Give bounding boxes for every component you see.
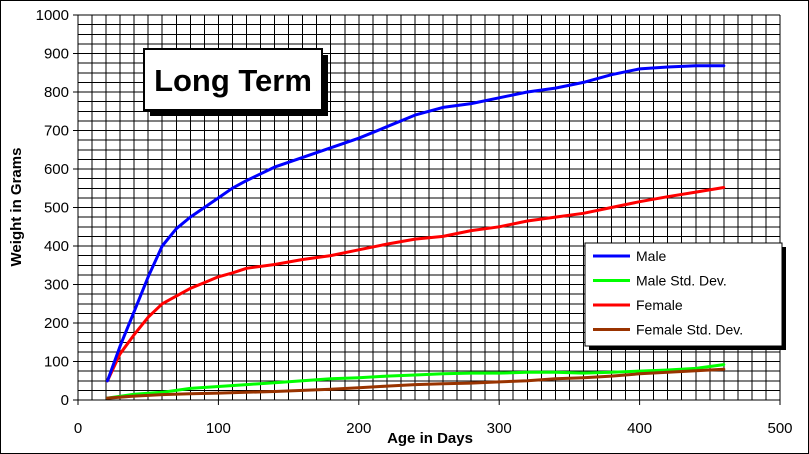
x-axis-title: Age in Days	[387, 430, 473, 447]
y-tick-labels: 0 100 200 300 400 500 600 700 800 900 1000	[36, 7, 78, 409]
x-tick-label: 300	[487, 420, 512, 437]
x-tick-label: 200	[346, 420, 371, 437]
y-tick-label: 1000	[36, 7, 69, 24]
y-tick-label: 900	[44, 46, 69, 63]
x-tick-label: 400	[627, 420, 652, 437]
chart-title-box	[143, 48, 323, 111]
y-tick-label: 200	[44, 315, 69, 332]
legend-label: Female Std. Dev.	[636, 322, 743, 338]
y-axis-title: Weight in Grams	[8, 148, 25, 267]
y-tick-label: 500	[44, 200, 69, 217]
series-line-male-std-dev	[106, 363, 726, 400]
x-tick-label: 500	[767, 420, 792, 437]
chart-title: Long Term	[154, 63, 312, 98]
series-lines	[106, 64, 726, 400]
y-tick-label: 600	[44, 161, 69, 178]
x-tick-label: 0	[74, 420, 82, 437]
y-tick-label: 100	[44, 354, 69, 371]
y-tick-label: 300	[44, 277, 69, 294]
legend-box	[584, 242, 783, 347]
series-line-male	[106, 64, 726, 383]
x-tick-labels: 0 100 200 300 400 500	[74, 400, 793, 437]
y-tick-label: 700	[44, 123, 69, 140]
legend: Male Male Std. Dev. Female Female Std. Dev.	[593, 248, 743, 338]
legend-label: Male Std. Dev.	[636, 273, 727, 289]
legend-label: Female	[636, 297, 683, 313]
y-tick-label: 400	[44, 238, 69, 255]
series-line-female-std-dev	[106, 367, 726, 400]
y-tick-label: 800	[44, 84, 69, 101]
x-tick-label: 100	[206, 420, 231, 437]
legend-label: Male	[636, 248, 667, 264]
y-tick-label: 0	[61, 392, 69, 409]
series-line-female	[106, 186, 726, 383]
